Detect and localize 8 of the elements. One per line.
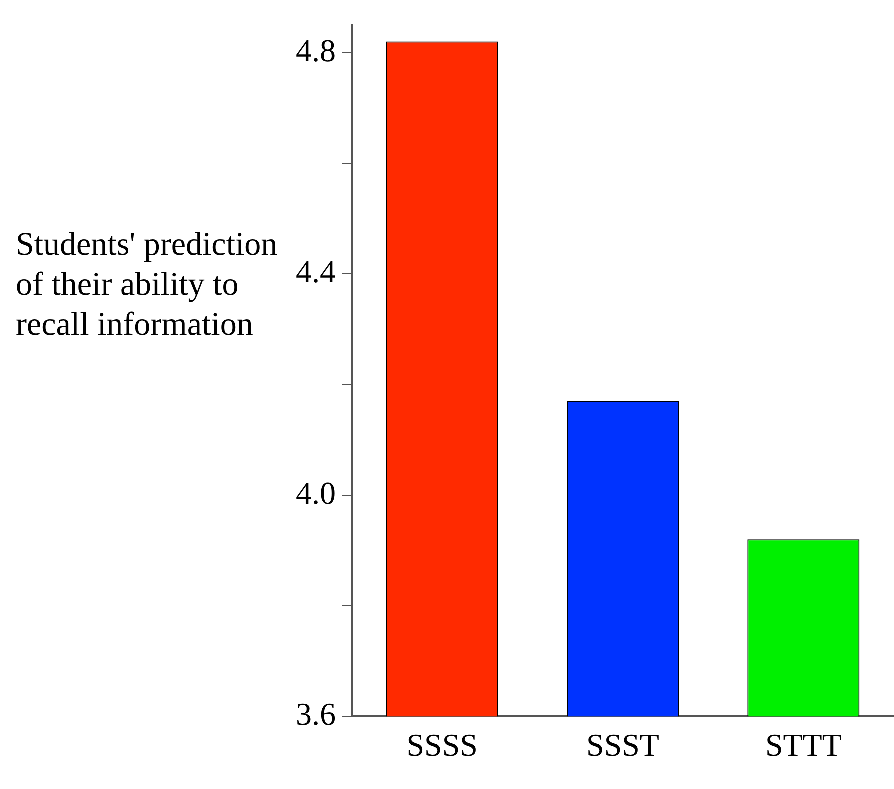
y-tick-label: 4.4	[296, 254, 336, 290]
y-axis-title: Students' prediction of their ability to recall information	[16, 226, 279, 345]
y-tick-label: 3.6	[296, 696, 336, 732]
x-tick-label: STTT	[765, 727, 842, 764]
x-tick-label: SSSS	[406, 727, 478, 764]
x-tick-label: SSST	[586, 727, 660, 764]
y-tick-label: 4.0	[296, 474, 336, 511]
y-tick-label: 4.8	[296, 32, 336, 68]
